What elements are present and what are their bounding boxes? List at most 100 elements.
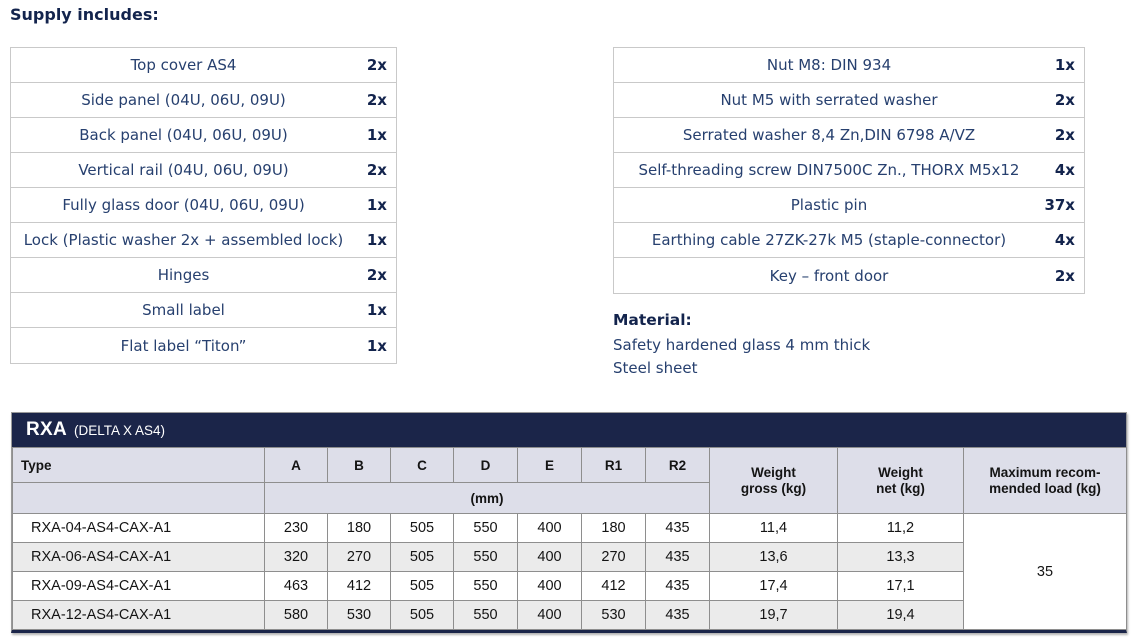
cell-d: 550 [453, 542, 518, 572]
cell-type: RXA-06-AS4-CAX-A1 [12, 542, 265, 572]
material-section: Material: Safety hardened glass 4 mm thi… [613, 311, 870, 380]
supply-qty: 2x [1054, 266, 1075, 285]
cell-e: 400 [517, 542, 582, 572]
supply-includes-heading: Supply includes: [10, 5, 159, 24]
cell-weight-net: 19,4 [837, 600, 964, 630]
col-header-type: Type [12, 447, 265, 483]
supply-item-label: Plastic pin [790, 196, 868, 214]
cell-b: 412 [327, 571, 391, 601]
supply-qty: 2x [366, 161, 387, 179]
supply-item-label: Key – front door [769, 266, 889, 285]
supply-row: Nut M5 with serrated washer 2x [614, 83, 1084, 118]
col-header-line: net (kg) [876, 480, 925, 496]
col-header-line: Maximum recom- [989, 464, 1101, 480]
material-line: Steel sheet [613, 359, 698, 377]
supply-item-label: Serrated washer 8,4 Zn,DIN 6798 A/VZ [682, 126, 976, 144]
col-header-weight-net: Weight net (kg) [837, 447, 964, 514]
cell-weight-gross: 11,4 [709, 513, 838, 543]
col-header-e: E [517, 447, 582, 483]
material-line: Safety hardened glass 4 mm thick [613, 336, 871, 354]
supply-row: Key – front door 2x [614, 258, 1084, 293]
col-header-b: B [327, 447, 391, 483]
cell-type: RXA-04-AS4-CAX-A1 [12, 513, 265, 543]
col-header-c: C [390, 447, 454, 483]
supply-item-label: Side panel (04U, 06U, 09U) [81, 91, 286, 109]
cell-b: 180 [327, 513, 391, 543]
supply-row: Back panel (04U, 06U, 09U) 1x [11, 118, 396, 153]
supply-qty: 1x [366, 196, 387, 214]
cell-weight-gross: 17,4 [709, 571, 838, 601]
supply-qty: 2x [1054, 91, 1075, 109]
supply-item-label: Self-threading screw DIN7500C Zn., THORX… [638, 161, 1020, 179]
supply-qty: 2x [366, 56, 387, 74]
supply-qty: 4x [1054, 161, 1075, 179]
cell-d: 550 [453, 600, 518, 630]
supply-item-label: Lock (Plastic washer 2x + assembled lock… [23, 231, 344, 249]
cell-b: 530 [327, 600, 391, 630]
unit-label: (mm) [264, 482, 710, 514]
cell-a: 580 [264, 600, 328, 630]
supply-row: Earthing cable 27ZK-27k M5 (staple-conne… [614, 223, 1084, 258]
supply-row: Side panel (04U, 06U, 09U) 2x [11, 83, 396, 118]
cell-weight-net: 11,2 [837, 513, 964, 543]
cell-e: 400 [517, 600, 582, 630]
unit-row-empty-cell [12, 482, 265, 514]
cell-c: 505 [390, 513, 454, 543]
supply-qty: 1x [366, 336, 387, 355]
supply-item-label: Top cover AS4 [130, 56, 237, 74]
col-header-weight-gross: Weight gross (kg) [709, 447, 838, 514]
cell-c: 505 [390, 571, 454, 601]
cell-e: 400 [517, 571, 582, 601]
table-row: RXA-09-AS4-CAX-A1 463 412 505 550 400 41… [12, 571, 1127, 601]
supply-row: Fully glass door (04U, 06U, 09U) 1x [11, 188, 396, 223]
supply-row: Lock (Plastic washer 2x + assembled lock… [11, 223, 396, 258]
cell-b: 270 [327, 542, 391, 572]
supply-item-label: Hinges [157, 266, 210, 284]
cell-r2: 435 [645, 571, 710, 601]
supply-row: Serrated washer 8,4 Zn,DIN 6798 A/VZ 2x [614, 118, 1084, 153]
cell-r1: 412 [581, 571, 646, 601]
supply-row: Small label 1x [11, 293, 396, 328]
cell-c: 505 [390, 600, 454, 630]
cell-r2: 435 [645, 542, 710, 572]
cell-weight-gross: 13,6 [709, 542, 838, 572]
cell-d: 550 [453, 571, 518, 601]
cell-type: RXA-09-AS4-CAX-A1 [12, 571, 265, 601]
supply-row: Plastic pin 37x [614, 188, 1084, 223]
cell-r1: 530 [581, 600, 646, 630]
supply-qty: 2x [1054, 126, 1075, 144]
supply-qty: 4x [1054, 231, 1075, 249]
cell-max-load: 35 [963, 513, 1127, 630]
table-row: RXA-06-AS4-CAX-A1 320 270 505 550 400 27… [12, 542, 1127, 572]
table-row: RXA-12-AS4-CAX-A1 580 530 505 550 400 53… [12, 600, 1127, 630]
material-heading: Material: [613, 311, 692, 329]
supply-qty: 2x [366, 91, 387, 109]
col-header-r1: R1 [581, 447, 646, 483]
col-header-line: Weight [878, 464, 923, 480]
col-header-r2: R2 [645, 447, 710, 483]
supply-table-left: Top cover AS4 2x Side panel (04U, 06U, 0… [10, 47, 397, 364]
spec-header-row: Type A B C D E R1 R2 Weight gross (kg) W… [12, 447, 1127, 514]
supply-item-label: Nut M5 with serrated washer [720, 91, 938, 109]
supply-row: Flat label “Titon” 1x [11, 328, 396, 363]
supply-row: Hinges 2x [11, 258, 396, 293]
col-header-max-load: Maximum recom- mended load (kg) [963, 447, 1127, 514]
supply-qty: 1x [1054, 56, 1075, 74]
cell-a: 463 [264, 571, 328, 601]
cell-r1: 180 [581, 513, 646, 543]
cell-r1: 270 [581, 542, 646, 572]
cell-type: RXA-12-AS4-CAX-A1 [12, 600, 265, 630]
cell-r2: 435 [645, 513, 710, 543]
supply-item-label: Fully glass door (04U, 06U, 09U) [62, 196, 305, 214]
cell-e: 400 [517, 513, 582, 543]
col-header-d: D [453, 447, 518, 483]
cell-weight-net: 17,1 [837, 571, 964, 601]
supply-item-label: Nut M8: DIN 934 [766, 56, 892, 74]
col-header-line: gross (kg) [740, 480, 807, 496]
cell-c: 505 [390, 542, 454, 572]
cell-a: 320 [264, 542, 328, 572]
supply-qty: 1x [366, 301, 387, 319]
spec-table-title: RXA [26, 419, 68, 440]
cell-weight-net: 13,3 [837, 542, 964, 572]
